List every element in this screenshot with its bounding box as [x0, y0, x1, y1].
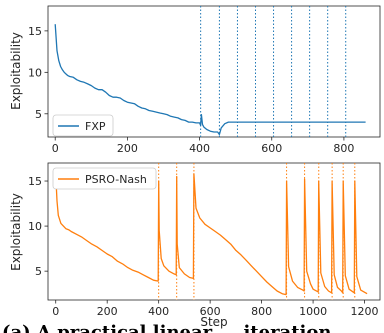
x-tick-label: 600 [200, 305, 221, 318]
x-tick-label: 600 [261, 142, 282, 155]
x-tick-label: 800 [251, 305, 272, 318]
fxp-legend-label: FXP [85, 120, 106, 133]
x-tick-label: 400 [148, 305, 169, 318]
series-line-psro-nash [55, 173, 368, 296]
x-tick-label: 200 [117, 142, 138, 155]
psro-x-ticks: 0 200 400 600 800 1000 1200 [52, 300, 379, 318]
fxp-legend-box [52, 114, 114, 137]
fxp-series [54, 24, 366, 136]
fxp-chart: 0 200 400 600 800 5 10 15 Exploitability FXP [9, 5, 381, 155]
fxp-y-axis-label: Exploitability [9, 32, 23, 110]
psro-y-axis-label: Exploitability [9, 193, 23, 271]
psro-legend: PSRO-Nash [52, 167, 157, 190]
fxp-legend: FXP [52, 114, 114, 137]
psro-series [55, 173, 368, 296]
y-tick-label: 15 [28, 175, 42, 188]
x-tick-label: 400 [189, 142, 210, 155]
psro-legend-box [52, 167, 157, 190]
psro-x-axis-label: Step [200, 315, 227, 329]
x-tick-label: 1200 [351, 305, 379, 318]
y-tick-label: 10 [28, 220, 42, 233]
x-tick-label: 200 [97, 305, 118, 318]
y-tick-label: 5 [35, 265, 42, 278]
fxp-x-ticks: 0 200 400 600 800 [52, 137, 354, 155]
fxp-y-ticks: 5 10 15 [28, 25, 48, 121]
x-tick-label: 800 [333, 142, 354, 155]
psro-chart: 0 200 400 600 800 1000 1200 5 10 15 Exploitabili… [9, 162, 381, 329]
series-line-fxp [54, 24, 366, 136]
y-tick-label: 5 [35, 108, 42, 121]
psro-legend-label: PSRO-Nash [85, 173, 147, 186]
psro-y-ticks: 5 10 15 [28, 175, 48, 278]
figure-caption: (a) A practical linear ... iteration [2, 322, 331, 333]
y-tick-label: 15 [28, 25, 42, 38]
x-tick-label: 1000 [299, 305, 327, 318]
x-tick-label: 0 [52, 305, 59, 318]
y-tick-label: 10 [28, 66, 42, 79]
fxp-vlines [200, 6, 347, 137]
x-tick-label: 0 [52, 142, 59, 155]
